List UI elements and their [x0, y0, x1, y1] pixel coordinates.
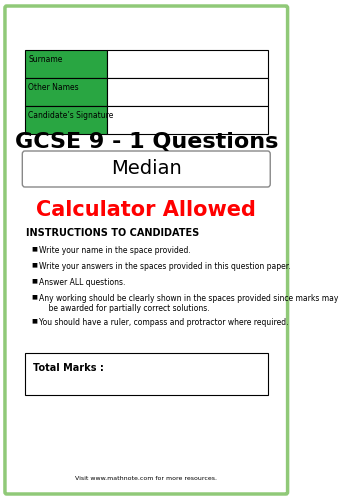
Text: ■: ■ — [32, 262, 37, 267]
FancyBboxPatch shape — [22, 151, 270, 187]
Bar — [25, 353, 268, 395]
Text: ■: ■ — [32, 318, 37, 323]
Bar — [25, 50, 107, 78]
Text: Other Names: Other Names — [28, 84, 79, 92]
Bar — [107, 50, 268, 78]
Text: Write your answers in the spaces provided in this question paper.: Write your answers in the spaces provide… — [39, 262, 291, 271]
Text: ■: ■ — [32, 246, 37, 251]
Text: Answer ALL questions.: Answer ALL questions. — [39, 278, 125, 287]
Text: Surname: Surname — [28, 56, 62, 64]
Text: Median: Median — [111, 160, 182, 178]
Text: Calculator Allowed: Calculator Allowed — [36, 200, 256, 220]
Text: Total Marks :: Total Marks : — [33, 363, 104, 373]
Text: You should have a ruler, compass and protractor where required.: You should have a ruler, compass and pro… — [39, 318, 289, 327]
Text: Candidate’s Signature: Candidate’s Signature — [28, 112, 114, 120]
FancyBboxPatch shape — [5, 6, 287, 494]
Bar — [25, 106, 107, 134]
Bar — [107, 106, 268, 134]
Text: Any working should be clearly shown in the spaces provided since marks may
    b: Any working should be clearly shown in t… — [39, 294, 338, 314]
Bar — [25, 78, 107, 106]
Text: GCSE 9 - 1 Questions: GCSE 9 - 1 Questions — [15, 132, 278, 152]
Text: Visit www.mathnote.com for more resources.: Visit www.mathnote.com for more resource… — [75, 476, 217, 480]
Bar — [107, 78, 268, 106]
Text: Write your name in the space provided.: Write your name in the space provided. — [39, 246, 190, 255]
Text: INSTRUCTIONS TO CANDIDATES: INSTRUCTIONS TO CANDIDATES — [27, 228, 200, 238]
Text: ■: ■ — [32, 294, 37, 299]
Text: ■: ■ — [32, 278, 37, 283]
